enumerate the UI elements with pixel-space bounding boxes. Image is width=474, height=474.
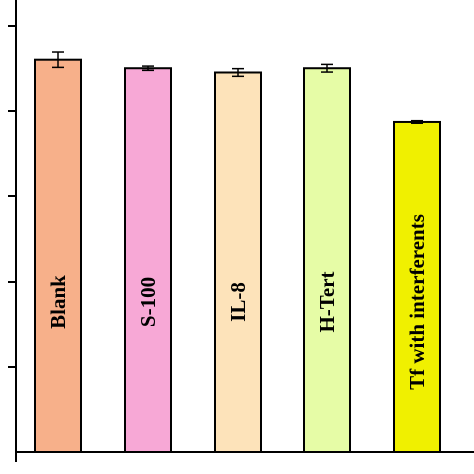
bar-label: H-Tert bbox=[315, 271, 339, 332]
bar bbox=[303, 67, 351, 454]
bar-label: S-100 bbox=[136, 277, 160, 327]
bar-label: IL-8 bbox=[226, 282, 250, 322]
bar-series: Blank S-100 IL-8 H-Tert Tf with interferents bbox=[34, 51, 441, 454]
bar bbox=[214, 71, 262, 453]
bar-label: Blank bbox=[46, 275, 70, 329]
bar-label: Tf with interferents bbox=[405, 214, 429, 390]
bar bbox=[34, 58, 82, 453]
bar bbox=[124, 67, 172, 454]
